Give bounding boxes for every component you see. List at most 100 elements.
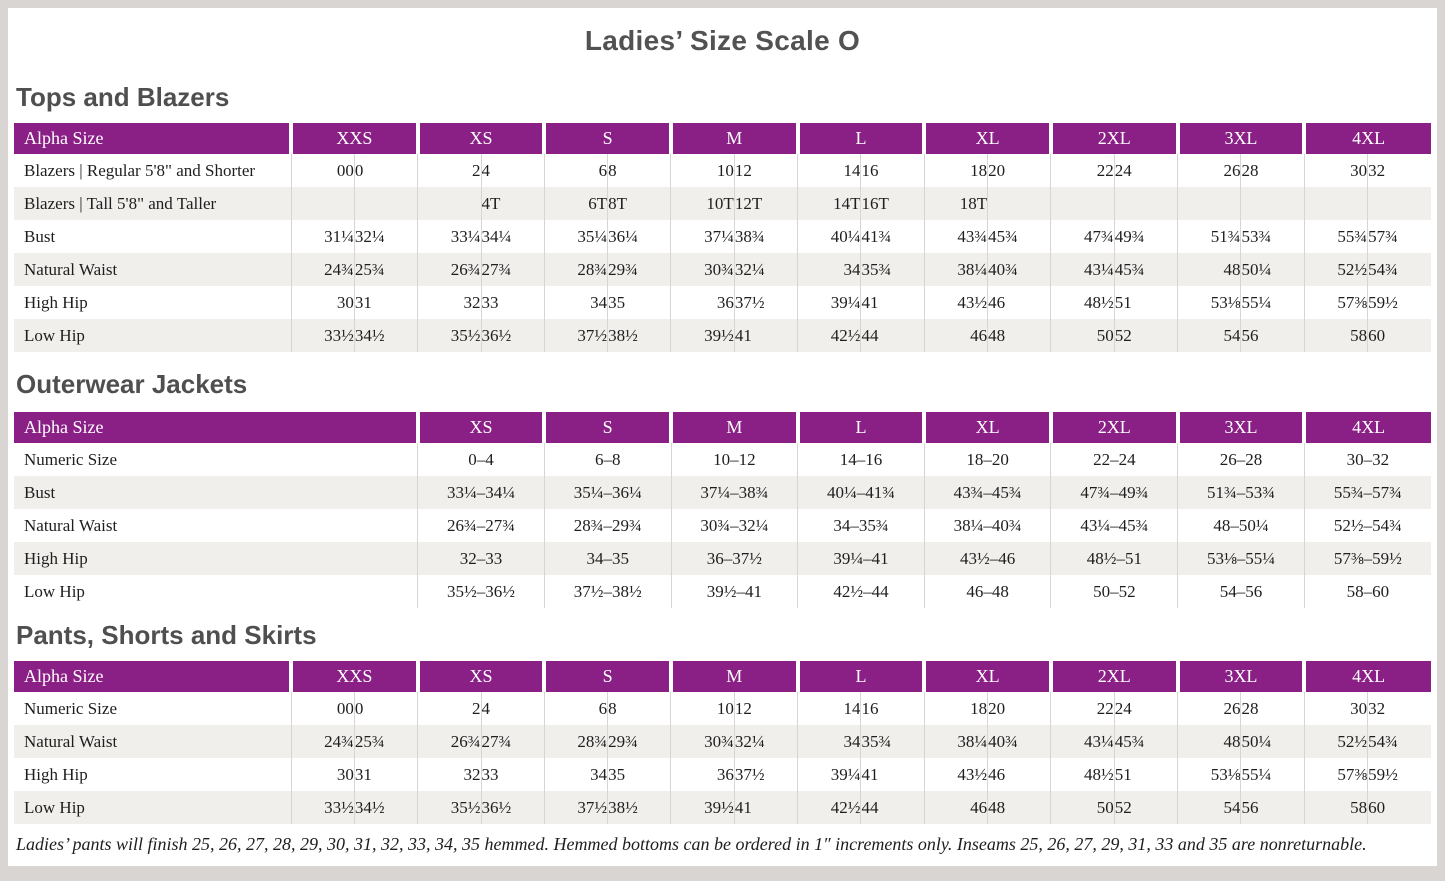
cell: 8T bbox=[607, 187, 671, 220]
cell: 37½–38½ bbox=[543, 575, 672, 608]
cell: 24 bbox=[1113, 154, 1178, 187]
cell: 39½ bbox=[670, 791, 735, 824]
cell: 45¾ bbox=[1113, 725, 1178, 758]
cell: 40¼ bbox=[797, 220, 861, 253]
cell: 43¼–45¾ bbox=[1050, 509, 1178, 542]
table-row: Blazers | Regular 5'8" and Shorter 00 0 2 4 6… bbox=[14, 154, 1431, 187]
cell: 18T bbox=[923, 187, 988, 220]
table-row: Bust 33¼–34¼ 35¼–36¼ 37¼–38¾ 40¼–41¾ 43¾–45¾ 4… bbox=[14, 476, 1431, 509]
row-label: Blazers | Regular 5'8" and Shorter bbox=[24, 160, 256, 180]
cell bbox=[1050, 187, 1115, 220]
alpha-size-header: Alpha Size bbox=[14, 123, 292, 154]
cell: 36½ bbox=[480, 791, 545, 824]
cell: 30 bbox=[290, 758, 355, 791]
cell: 48½–51 bbox=[1050, 542, 1178, 575]
table-container-outerwear-jackets: Alpha Size XS S M L XL 2XL 3XL 4XL Numeric Size 0–… bbox=[14, 412, 1431, 608]
column-header-m: M bbox=[669, 412, 798, 443]
cell: 52 bbox=[1113, 319, 1178, 352]
column-header-xxs: XXS bbox=[289, 661, 418, 692]
cell: 38¼ bbox=[923, 725, 988, 758]
cell: 33 bbox=[480, 286, 545, 319]
cell: 2 bbox=[417, 692, 481, 725]
cell bbox=[1367, 187, 1431, 220]
table-container-pants-shorts-and-skirts: Alpha Size XXS XS S M L XL 2XL 3XL 4XL Numeric Siz… bbox=[14, 661, 1431, 824]
cell: 32 bbox=[417, 286, 481, 319]
cell: 41 bbox=[860, 758, 925, 791]
cell: 26–28 bbox=[1177, 443, 1305, 476]
cell: 35¼–36¼ bbox=[543, 476, 672, 509]
row-label: Low Hip bbox=[24, 581, 85, 601]
row-label: Low Hip bbox=[14, 319, 292, 352]
cell: 34–35¾ bbox=[797, 509, 925, 542]
cell: 10 bbox=[670, 692, 735, 725]
column-header-xxs: XXS bbox=[289, 123, 418, 154]
table-row: Bust 31¼ 32¼ 33¼ 34¼ 35¼ 36¼ 37¼ 38¾ 40¼ 41¾ 43¾ 45¾… bbox=[14, 220, 1431, 253]
cell: 32 bbox=[1367, 692, 1431, 725]
cell: 37¼–38¾ bbox=[670, 476, 798, 509]
cell: 12T bbox=[733, 187, 798, 220]
row-label: High Hip bbox=[24, 764, 88, 784]
column-header-xl: XL bbox=[922, 661, 1051, 692]
cell: 57¾ bbox=[1367, 220, 1431, 253]
cell: 28 bbox=[1240, 692, 1305, 725]
cell: 55¼ bbox=[1240, 286, 1305, 319]
row-label: Natural Waist bbox=[24, 515, 118, 535]
row-label: Bust bbox=[24, 226, 56, 246]
cell: 10T bbox=[670, 187, 735, 220]
cell: 2 bbox=[417, 154, 481, 187]
cell: 31 bbox=[353, 758, 418, 791]
column-header-3xl: 3XL bbox=[1175, 412, 1305, 443]
cell: 38¾ bbox=[733, 220, 798, 253]
cell: 20 bbox=[987, 154, 1051, 187]
cell: 35¾ bbox=[860, 725, 925, 758]
cell: 00 bbox=[290, 154, 355, 187]
alpha-size-header: Alpha Size bbox=[14, 661, 292, 692]
cell: 35 bbox=[607, 758, 671, 791]
cell: 30 bbox=[1303, 692, 1368, 725]
cell: 43¼ bbox=[1050, 725, 1115, 758]
cell: 41¾ bbox=[860, 220, 925, 253]
cell: 46 bbox=[923, 319, 988, 352]
section-heading-tops-and-blazers: Tops and Blazers bbox=[16, 82, 230, 112]
cell: 51¾ bbox=[1177, 220, 1241, 253]
cell: 26¾ bbox=[417, 725, 481, 758]
cell: 22 bbox=[1050, 154, 1115, 187]
column-header-xl: XL bbox=[922, 123, 1051, 154]
cell: 18–20 bbox=[923, 443, 1051, 476]
cell: 6T bbox=[543, 187, 608, 220]
cell: 54–56 bbox=[1177, 575, 1305, 608]
cell: 32–33 bbox=[417, 542, 545, 575]
cell: 26 bbox=[1177, 692, 1241, 725]
cell: 34½ bbox=[353, 791, 418, 824]
cell: 36 bbox=[670, 758, 735, 791]
cell: 48–50¼ bbox=[1177, 509, 1305, 542]
cell: 57⅜ bbox=[1303, 286, 1368, 319]
header-row: Alpha Size XXS XS S M L XL 2XL 3XL 4XL bbox=[14, 123, 1431, 154]
cell: 34–35 bbox=[543, 542, 672, 575]
row-label: High Hip bbox=[24, 292, 88, 312]
cell: 43¼ bbox=[1050, 253, 1115, 286]
cell: 48½ bbox=[1050, 286, 1115, 319]
cell: 43½ bbox=[923, 758, 988, 791]
cell: 24¾ bbox=[290, 253, 355, 286]
cell: 52½ bbox=[1303, 253, 1368, 286]
cell: 35¼ bbox=[543, 220, 608, 253]
cell: 43½–46 bbox=[923, 542, 1051, 575]
cell: 35 bbox=[607, 286, 671, 319]
cell bbox=[1177, 187, 1241, 220]
cell: 36–37½ bbox=[670, 542, 798, 575]
cell: 50 bbox=[1050, 319, 1115, 352]
cell: 14–16 bbox=[797, 443, 925, 476]
cell: 48 bbox=[1177, 725, 1241, 758]
cell: 25¾ bbox=[353, 253, 418, 286]
cell: 57⅜–59½ bbox=[1303, 542, 1431, 575]
cell: 39½ bbox=[670, 319, 735, 352]
cell: 48 bbox=[987, 319, 1051, 352]
cell: 50¼ bbox=[1240, 253, 1305, 286]
cell: 28¾–29¾ bbox=[543, 509, 672, 542]
alpha-size-header: Alpha Size bbox=[14, 412, 418, 443]
row-label: Numeric Size bbox=[24, 449, 117, 469]
cell: 14 bbox=[797, 154, 861, 187]
cell: 0 bbox=[353, 154, 418, 187]
size-chart-page: Ladies’ Size Scale O Tops and Blazers Al… bbox=[8, 8, 1437, 866]
